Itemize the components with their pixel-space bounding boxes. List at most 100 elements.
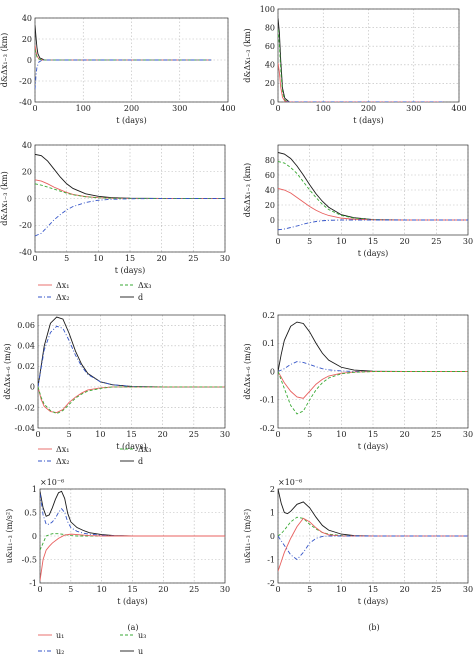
y-exponent-label: ×10⁻⁶: [278, 478, 302, 487]
x-tick-label: 20: [400, 585, 410, 594]
x-tick-label: 15: [126, 430, 136, 439]
legend-label: u₁: [56, 631, 64, 640]
x-tick-label: 0: [275, 430, 280, 439]
y-tick-label: -40: [19, 98, 32, 107]
x-tick-label: 300: [406, 104, 421, 113]
y-tick-label: 0: [27, 194, 32, 203]
y-axis-label: d&Δx₄₋₆ (m/s): [3, 343, 12, 399]
x-tick-label: 200: [124, 104, 139, 113]
y-tick-label: 0.02: [17, 362, 35, 371]
series-line-blue: [278, 361, 468, 372]
y-tick-label: -0.1: [260, 396, 275, 405]
chart-a3: 0 5 10 15 20 25 30 -0.04 -0.02 0 0.02 0.04 0.06 t (da…: [3, 314, 230, 451]
x-tick-label: 30: [463, 237, 473, 246]
series-line-blue: [38, 325, 225, 388]
panel-label-b: (b): [368, 623, 379, 632]
y-axis-label: d&Δx₁₋₃ (km): [0, 171, 9, 225]
x-tick-label: 20: [157, 254, 167, 263]
legend-label: u: [138, 647, 143, 656]
y-axis-label: d&Δx₁₋₃ (km): [243, 163, 252, 217]
x-axis-label: t (days): [116, 442, 147, 451]
series-line-blue: [35, 198, 225, 237]
x-tick-label: 10: [93, 254, 103, 263]
x-axis-label: t (days): [358, 442, 389, 451]
chart-b3: 0 5 10 15 20 25 30 -0.2 -0.1 0 0.1 0.2 t (days) d&Δx₄…: [243, 311, 473, 451]
x-tick-label: 400: [451, 104, 466, 113]
y-tick-label: -1: [267, 555, 275, 564]
x-tick-label: 100: [76, 104, 91, 113]
y-tick-label: 0: [27, 56, 32, 65]
x-axis-label: t (days): [358, 249, 389, 258]
x-tick-label: 25: [431, 430, 441, 439]
y-tick-label: -0.04: [14, 424, 35, 433]
x-tick-label: 30: [220, 430, 230, 439]
x-tick-label: 10: [336, 430, 346, 439]
legend-label: d: [138, 293, 143, 302]
series-line-black: [38, 316, 225, 388]
x-tick-label: 10: [336, 585, 346, 594]
series-line-green: [278, 29, 444, 102]
plot-frame: [34, 17, 229, 103]
x-tick-label: 20: [158, 585, 168, 594]
y-axis-label: d&Δx₁₋₃ (km): [0, 33, 9, 87]
legend-label: u₂: [56, 647, 64, 656]
x-tick-label: 5: [64, 254, 69, 263]
x-tick-label: 25: [188, 254, 198, 263]
x-tick-label: 0: [275, 104, 280, 113]
y-tick-label: 60: [265, 171, 275, 180]
series-line-blue: [35, 59, 212, 90]
y-tick-label: -20: [19, 77, 32, 86]
legend-label: Δx₂: [56, 457, 70, 466]
series-line-green: [35, 49, 212, 61]
y-tick-label: 0: [270, 367, 275, 376]
y-tick-label: 60: [265, 42, 275, 51]
y-tick-label: 1: [32, 485, 37, 494]
plot-frame: [277, 144, 469, 236]
y-tick-label: 40: [22, 141, 32, 150]
legend-label: Δx₂: [56, 293, 70, 302]
y-tick-label: 40: [265, 186, 275, 195]
y-axis-label: d&Δx₁₋₃ (km): [243, 28, 252, 82]
x-tick-label: 0: [275, 585, 280, 594]
x-tick-label: 15: [125, 254, 135, 263]
y-tick-label: -40: [19, 248, 32, 257]
y-tick-label: 0.06: [17, 321, 35, 330]
x-tick-label: 30: [463, 585, 473, 594]
x-tick-label: 0: [35, 430, 40, 439]
x-tick-label: 30: [463, 430, 473, 439]
y-tick-label: 0.04: [17, 342, 35, 351]
series-line-green: [278, 161, 468, 221]
x-tick-label: 0: [32, 104, 37, 113]
legend-label: u₃: [138, 631, 146, 640]
y-tick-label: 40: [265, 61, 275, 70]
chart-b1: 0 100 200 300 400 0 20 40 60 80 100 t (days) d&Δx₁₋₃…: [243, 5, 467, 125]
series-line-red: [35, 45, 212, 61]
series-line-green: [35, 183, 225, 199]
plot-frame: [37, 314, 226, 429]
x-tick-label: 15: [368, 585, 378, 594]
legend-label: Δx₁: [56, 281, 70, 290]
y-tick-label: 40: [22, 14, 32, 23]
series-line-red: [35, 179, 225, 199]
x-axis-label: t (days): [358, 597, 389, 606]
y-tick-label: 0: [270, 216, 275, 225]
y-tick-label: -1: [29, 579, 37, 588]
legend-ctrl: u₁ u₂ u₃ u: [38, 631, 146, 656]
x-tick-label: 300: [172, 104, 187, 113]
x-tick-label: 15: [368, 430, 378, 439]
x-tick-label: 0: [275, 237, 280, 246]
x-tick-label: 20: [158, 430, 168, 439]
x-tick-label: 25: [189, 585, 199, 594]
chart-b2: 0 5 10 15 20 25 30 0 20 40 60 80 t (days) d&Δx₁₋₃ (km…: [243, 144, 473, 258]
x-tick-label: 200: [361, 104, 376, 113]
series-line-red: [278, 517, 468, 572]
y-tick-label: 20: [265, 79, 275, 88]
y-tick-label: 2: [270, 485, 275, 494]
x-tick-label: 5: [307, 237, 312, 246]
y-tick-label: 0: [270, 532, 275, 541]
x-tick-label: 15: [127, 585, 137, 594]
chart-a4: 0 5 10 15 20 25 30 -1 -0.5 0 0.5 1 t (days) u&u₁₋₃ (m…: [5, 478, 230, 606]
y-tick-label: 0: [30, 383, 35, 392]
y-axis-label: u&u₁₋₃ (m/s²): [5, 509, 14, 563]
x-tick-label: 20: [400, 237, 410, 246]
